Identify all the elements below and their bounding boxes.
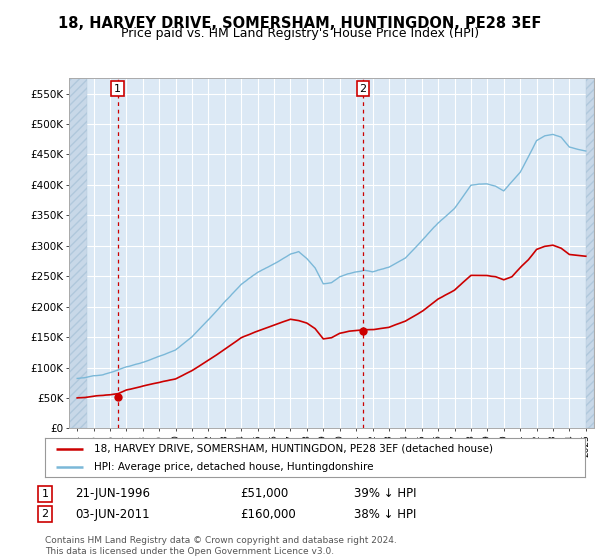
Text: Contains HM Land Registry data © Crown copyright and database right 2024.
This d: Contains HM Land Registry data © Crown c… xyxy=(45,536,397,556)
Text: £160,000: £160,000 xyxy=(240,507,296,521)
Text: 2: 2 xyxy=(41,509,49,519)
Text: Price paid vs. HM Land Registry's House Price Index (HPI): Price paid vs. HM Land Registry's House … xyxy=(121,27,479,40)
Text: 18, HARVEY DRIVE, SOMERSHAM, HUNTINGDON, PE28 3EF (detached house): 18, HARVEY DRIVE, SOMERSHAM, HUNTINGDON,… xyxy=(94,444,493,454)
Text: 03-JUN-2011: 03-JUN-2011 xyxy=(75,507,149,521)
Text: 1: 1 xyxy=(114,83,121,94)
Text: 2: 2 xyxy=(359,83,367,94)
Text: 39% ↓ HPI: 39% ↓ HPI xyxy=(354,487,416,501)
Text: HPI: Average price, detached house, Huntingdonshire: HPI: Average price, detached house, Hunt… xyxy=(94,461,373,472)
Text: £51,000: £51,000 xyxy=(240,487,288,501)
Text: 1: 1 xyxy=(41,489,49,499)
Text: 18, HARVEY DRIVE, SOMERSHAM, HUNTINGDON, PE28 3EF: 18, HARVEY DRIVE, SOMERSHAM, HUNTINGDON,… xyxy=(58,16,542,31)
Text: 21-JUN-1996: 21-JUN-1996 xyxy=(75,487,150,501)
Text: 38% ↓ HPI: 38% ↓ HPI xyxy=(354,507,416,521)
